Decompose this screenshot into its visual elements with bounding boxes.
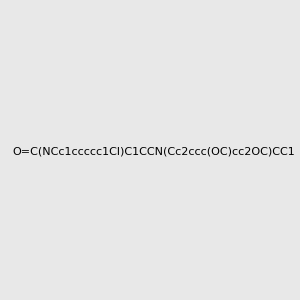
Text: O=C(NCc1ccccc1Cl)C1CCN(Cc2ccc(OC)cc2OC)CC1: O=C(NCc1ccccc1Cl)C1CCN(Cc2ccc(OC)cc2OC)C… — [12, 146, 295, 157]
